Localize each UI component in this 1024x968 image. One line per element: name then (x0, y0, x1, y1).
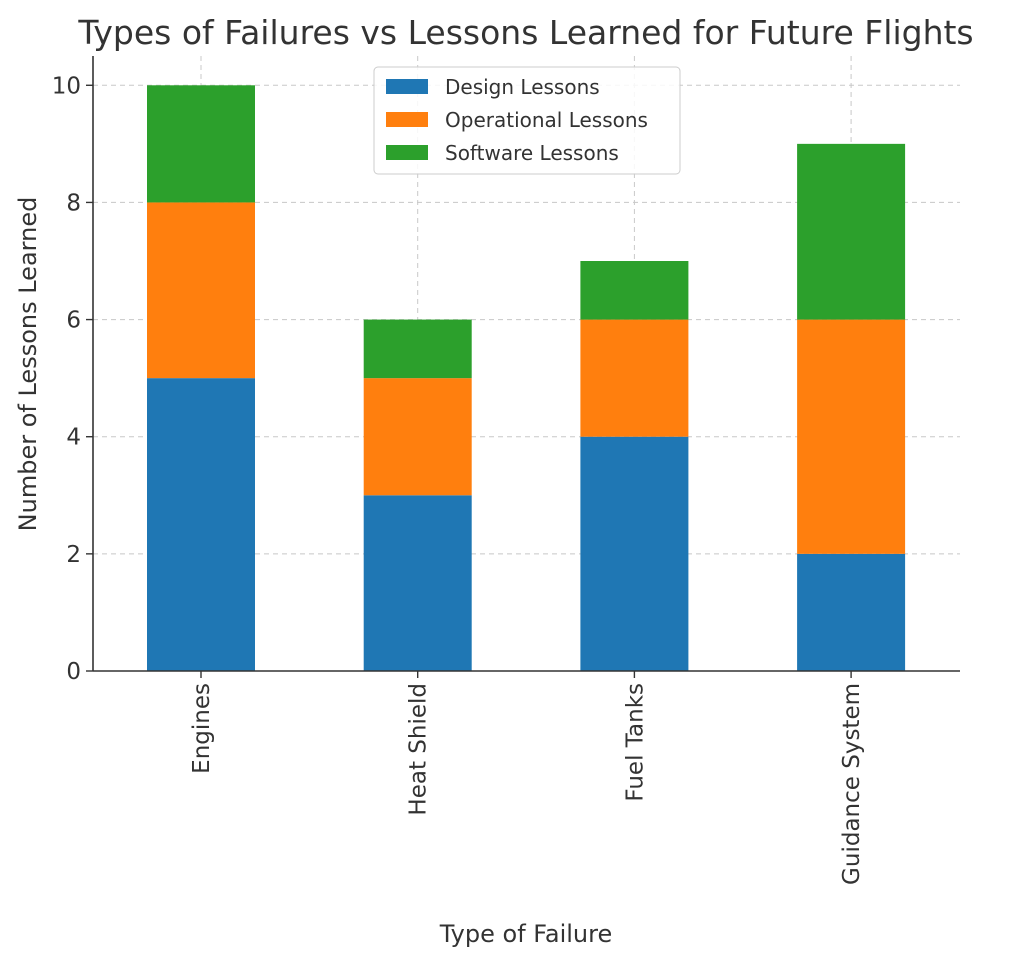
x-tick-label: Fuel Tanks (622, 683, 648, 802)
legend-swatch (386, 112, 428, 127)
legend-label: Operational Lessons (445, 108, 648, 132)
y-axis-label: Number of Lessons Learned (14, 197, 42, 532)
bar-segment-2 (363, 378, 472, 496)
legend-box (373, 66, 681, 175)
legend-label: Design Lessons (445, 75, 600, 99)
y-tick-label: 4 (66, 425, 81, 451)
chart-title: Types of Failures vs Lessons Learned for… (77, 13, 973, 52)
bar-segment-3 (363, 319, 472, 379)
axes (86, 56, 960, 678)
y-tick-label: 6 (66, 308, 81, 334)
y-tick-label: 8 (66, 190, 81, 216)
bar-segment-2 (797, 319, 906, 554)
y-tick-label: 10 (52, 73, 81, 99)
bar-segment-1 (363, 495, 472, 671)
legend: Design Lessons Operational Lessons Softwar… (373, 66, 681, 175)
bar-segment-3 (580, 261, 689, 320)
y-tick-label: 0 (66, 659, 81, 685)
legend-swatch (386, 79, 428, 94)
bar-segment-2 (147, 202, 255, 379)
bars (147, 85, 906, 671)
x-tick-label: Heat Shield (406, 683, 432, 816)
bar-segment-1 (147, 378, 255, 671)
x-tick-label: Guidance System (839, 683, 865, 885)
bar-segment-2 (580, 319, 689, 437)
tick-labels: 0 2 4 6 8 10 Engines Heat Shield Fuel Tanks Guida… (52, 73, 865, 885)
legend-label: Software Lessons (445, 141, 619, 165)
bar-segment-3 (147, 85, 255, 203)
x-axis-label: Type of Failure (439, 920, 612, 948)
x-tick-label: Engines (189, 683, 215, 774)
bar-segment-3 (797, 143, 906, 320)
legend-swatch (386, 145, 428, 160)
y-tick-label: 2 (66, 542, 81, 568)
bar-segment-1 (580, 436, 689, 671)
bar-segment-1 (797, 553, 906, 671)
